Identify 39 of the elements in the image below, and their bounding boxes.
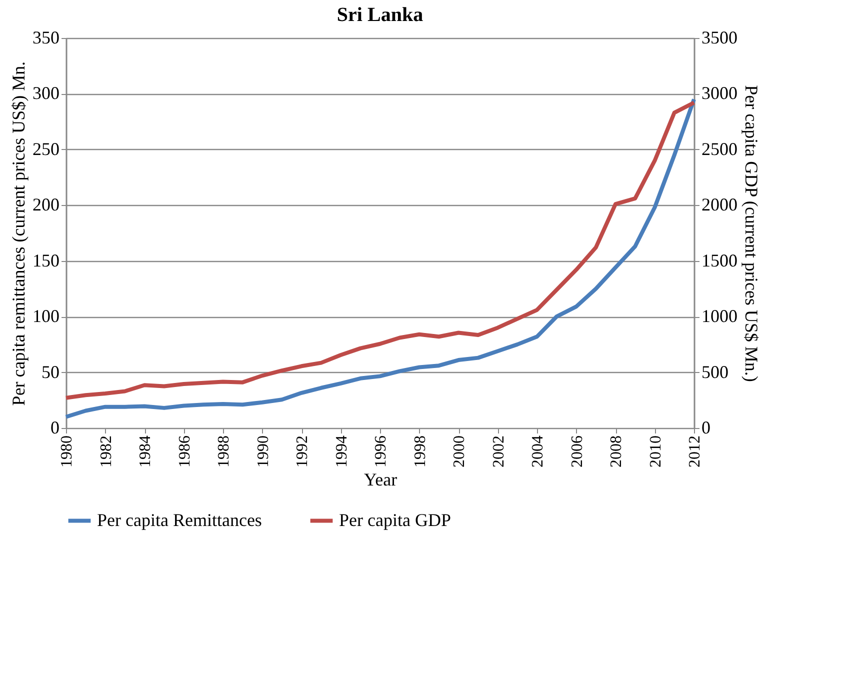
x-tick-label: 1992 xyxy=(294,436,311,468)
x-tick-label: 2008 xyxy=(608,436,625,468)
y-tick-label: 200 xyxy=(32,194,60,215)
x-tick-label: 1984 xyxy=(137,436,154,468)
y-tick-label: 0 xyxy=(50,418,60,438)
y2-tick-label: 1000 xyxy=(702,306,738,326)
y-tick-label: 250 xyxy=(32,138,60,159)
x-tick-label: 1998 xyxy=(412,436,429,468)
x-tick-label: 1990 xyxy=(254,436,272,468)
chart-title: Sri Lanka xyxy=(336,4,424,26)
y2-tick-label: 500 xyxy=(702,362,728,382)
x-tick-label: 2000 xyxy=(451,436,468,468)
x-axis-title: Year xyxy=(364,470,398,490)
y2-tick-label: 2500 xyxy=(702,138,738,159)
y-tick-label: 150 xyxy=(32,250,60,270)
y2-tick-label: 0 xyxy=(702,418,710,438)
y-tick-label: 350 xyxy=(32,28,60,48)
x-tick-label: 1982 xyxy=(98,436,115,468)
y2-axis-title: Per capita GDP (current prices US$ Mn.) xyxy=(742,85,762,382)
y2-tick-label: 3000 xyxy=(702,83,738,104)
x-tick-label: 1996 xyxy=(372,436,390,468)
x-tick-label: 2002 xyxy=(490,436,508,468)
x-tick-label: 1980 xyxy=(58,436,76,468)
legend-label: Per capita Remittances xyxy=(97,510,262,530)
y-tick-label: 300 xyxy=(32,83,60,104)
x-tick-label: 1988 xyxy=(216,436,232,468)
x-tick-label: 1986 xyxy=(176,436,194,468)
y2-tick-label: 3500 xyxy=(702,28,738,48)
y-axis-title: Per capita remittances (current prices US$) Mn. xyxy=(8,61,28,406)
x-tick-label: 2006 xyxy=(568,436,586,468)
y-tick-label: 50 xyxy=(42,362,60,382)
x-tick-label: 2012 xyxy=(686,436,704,468)
x-tick-label: 2004 xyxy=(530,436,546,468)
y2-tick-label: 1500 xyxy=(702,250,738,270)
y2-tick-label: 2000 xyxy=(702,194,738,215)
x-tick-label: 2010 xyxy=(647,436,664,468)
x-tick-label: 1994 xyxy=(333,436,350,468)
y-tick-label: 100 xyxy=(32,306,60,326)
legend-label: Per capita GDP xyxy=(339,510,451,530)
